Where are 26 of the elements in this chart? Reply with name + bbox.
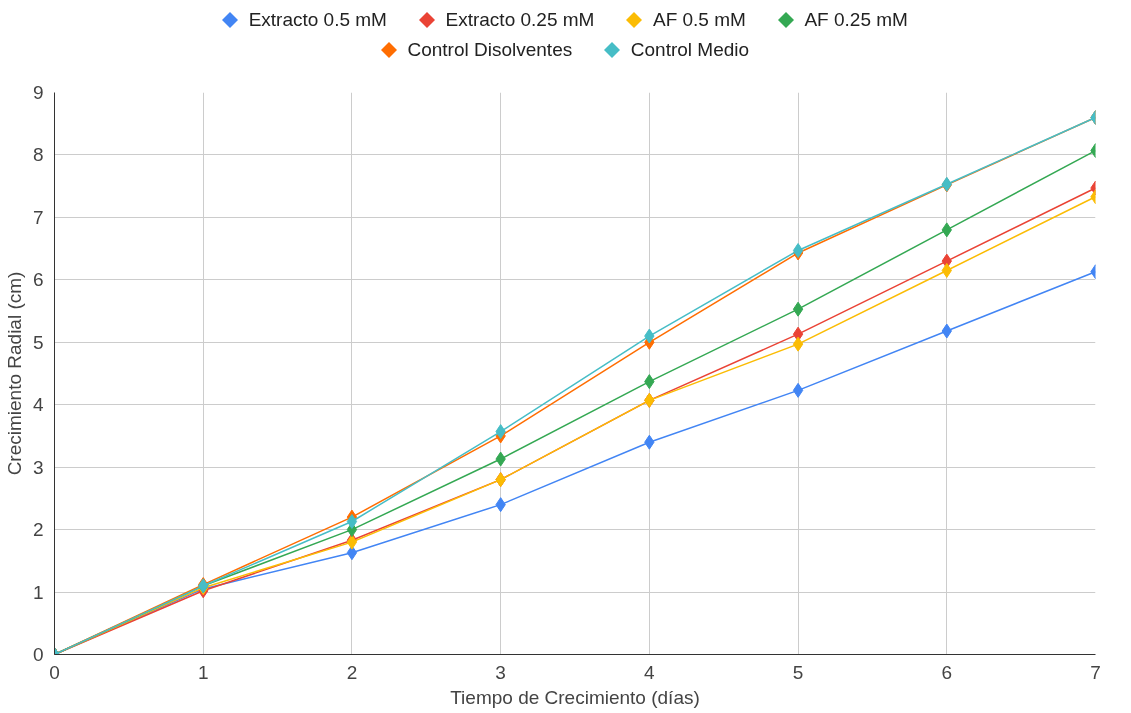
x-tick-label: 1 bbox=[197, 661, 209, 683]
x-tick-label: 7 bbox=[1090, 661, 1101, 683]
legend-label: AF 0.5 mM bbox=[651, 9, 746, 30]
legend-label: Control Medio bbox=[629, 39, 750, 60]
y-tick-label: 8 bbox=[32, 144, 44, 166]
y-tick-label: 4 bbox=[32, 394, 44, 416]
x-tick-label: 5 bbox=[792, 661, 804, 683]
y-tick-label: 2 bbox=[32, 519, 44, 541]
y-tick-label: 7 bbox=[32, 206, 44, 228]
x-axis-title: Tiempo de Crecimiento (días) bbox=[450, 686, 700, 708]
y-tick-label: 5 bbox=[32, 331, 44, 353]
y-tick-label: 0 bbox=[32, 644, 44, 665]
x-tick-label: 4 bbox=[644, 661, 656, 683]
legend-label: AF 0.25 mM bbox=[803, 9, 908, 30]
x-tick-label: 0 bbox=[49, 661, 60, 683]
x-tick-label: 2 bbox=[346, 661, 358, 683]
legend-label: Control Disolventes bbox=[406, 39, 573, 60]
y-tick-label: 1 bbox=[32, 581, 44, 603]
x-tick-label: 3 bbox=[495, 661, 506, 683]
legend-label: Extracto 0.25 mM bbox=[444, 9, 595, 30]
legend-label: Extracto 0.5 mM bbox=[247, 9, 387, 30]
y-axis-title: Crecimiento Radial (cm) bbox=[3, 271, 25, 476]
y-tick-label: 9 bbox=[32, 82, 44, 103]
y-tick-label: 3 bbox=[32, 456, 44, 478]
y-tick-label: 6 bbox=[32, 269, 44, 291]
x-tick-label: 6 bbox=[941, 661, 953, 683]
